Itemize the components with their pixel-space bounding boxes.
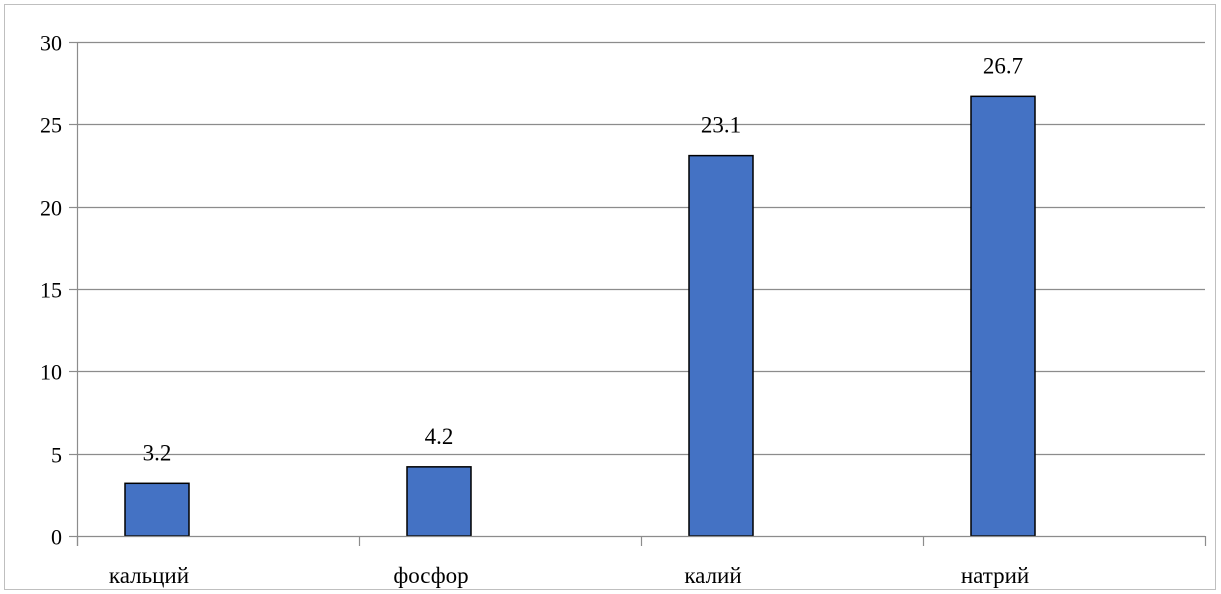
data-label: 23.1 (701, 113, 741, 138)
bars (125, 96, 1035, 536)
x-category-label: кальций (109, 563, 189, 588)
y-tick-label: 30 (40, 31, 62, 56)
y-tick-label: 20 (40, 196, 62, 221)
data-label: 4.2 (425, 424, 454, 449)
y-tick-label: 5 (51, 443, 62, 468)
bar-1 (125, 483, 189, 536)
y-tick-label: 15 (40, 278, 62, 303)
x-axis-category-labels: кальций фосфор калий натрий (109, 563, 1029, 588)
gridlines (77, 43, 1205, 455)
data-label: 3.2 (143, 440, 172, 465)
y-axis-tick-labels: 0 5 10 15 20 25 30 (40, 31, 62, 550)
bar-3 (689, 156, 753, 536)
x-category-label: фосфор (393, 563, 468, 588)
y-tick-label: 0 (51, 525, 62, 550)
x-category-label: натрий (961, 563, 1029, 588)
data-label: 26.7 (983, 53, 1023, 78)
y-tick-label: 25 (40, 113, 62, 138)
data-labels: 3.2 4.2 23.1 26.7 (143, 53, 1024, 465)
x-category-label: калий (684, 563, 741, 588)
bar-2 (407, 467, 471, 536)
bar-4 (971, 96, 1035, 536)
y-tick-label: 10 (40, 360, 62, 385)
